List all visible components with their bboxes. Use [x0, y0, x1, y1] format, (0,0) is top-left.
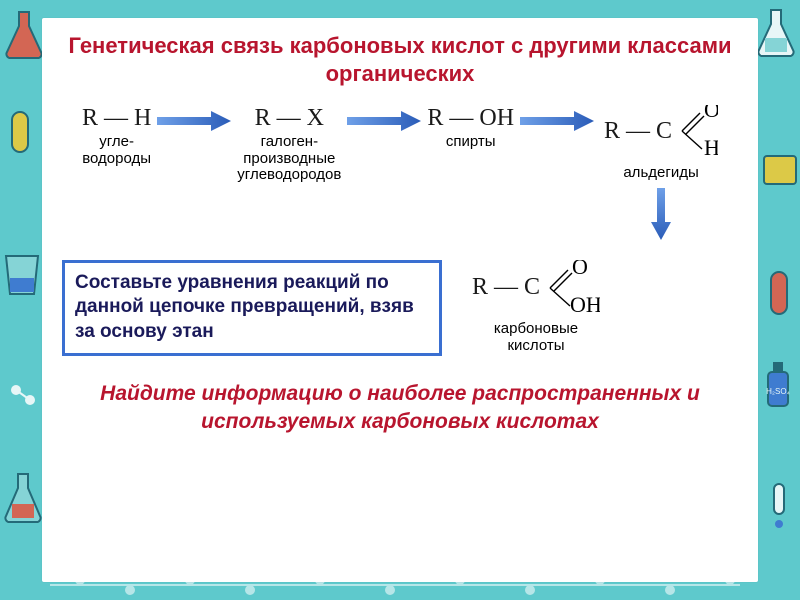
flask-icon — [756, 6, 796, 58]
aldehyde-formula: R — C O H — [604, 105, 718, 157]
arrow-right-icon — [347, 111, 421, 131]
aldehyde-acid-column: R — C O H альдегиды — [604, 105, 718, 240]
compound-label: угле-водороды — [82, 134, 151, 167]
tube-icon — [760, 270, 798, 318]
svg-text:O: O — [704, 105, 718, 122]
svg-text:OH: OH — [570, 292, 600, 316]
formula: R — C — [472, 274, 540, 301]
compound-label: карбоновыекислоты — [494, 320, 578, 355]
slide-content: Генетическая связь карбоновых кислот с д… — [42, 18, 758, 582]
task-box: Составьте уравнения реакций по данной це… — [62, 260, 442, 356]
arrow-right-icon — [520, 111, 594, 131]
bond-diagram-icon: O OH — [546, 260, 600, 316]
formula: R — X — [255, 105, 324, 132]
slide-title: Генетическая связь карбоновых кислот с д… — [62, 32, 738, 87]
bond-diagram-icon: O H — [678, 105, 718, 157]
flask-icon — [2, 470, 44, 524]
compound-label: альдегиды — [623, 165, 698, 182]
compound-label: галоген-производныеуглеводородов — [237, 134, 341, 184]
bottle-icon: H₂SO₄ — [760, 360, 796, 410]
task-row: Составьте уравнения реакций по данной це… — [62, 260, 738, 356]
acid-formula: R — C O OH карбоновыекислоты — [472, 260, 600, 355]
tube-icon — [2, 110, 38, 156]
svg-text:O: O — [572, 260, 588, 279]
arrow-down-icon — [651, 188, 671, 240]
reaction-chain: R — H угле-водороды R — X галоген-произв… — [62, 105, 738, 240]
chain-node: R — OH спирты — [427, 105, 514, 151]
formula: R — C — [604, 118, 672, 145]
flask-icon — [4, 8, 44, 60]
arrow-right-icon — [157, 111, 231, 131]
beaker-icon — [0, 250, 44, 300]
chain-node: R — X галоген-производныеуглеводородов — [237, 105, 341, 184]
chain-node: R — H угле-водороды — [82, 105, 151, 167]
formula: R — H — [82, 105, 151, 132]
bottom-task: Найдите информацию о наиболее распростра… — [62, 380, 738, 437]
book-icon — [760, 150, 800, 190]
molecule-icon — [6, 380, 40, 414]
svg-text:H₂SO₄: H₂SO₄ — [766, 387, 790, 396]
svg-text:H: H — [704, 135, 718, 157]
formula: R — OH — [427, 105, 514, 132]
compound-label: спирты — [446, 134, 496, 151]
dropper-icon — [764, 480, 794, 530]
